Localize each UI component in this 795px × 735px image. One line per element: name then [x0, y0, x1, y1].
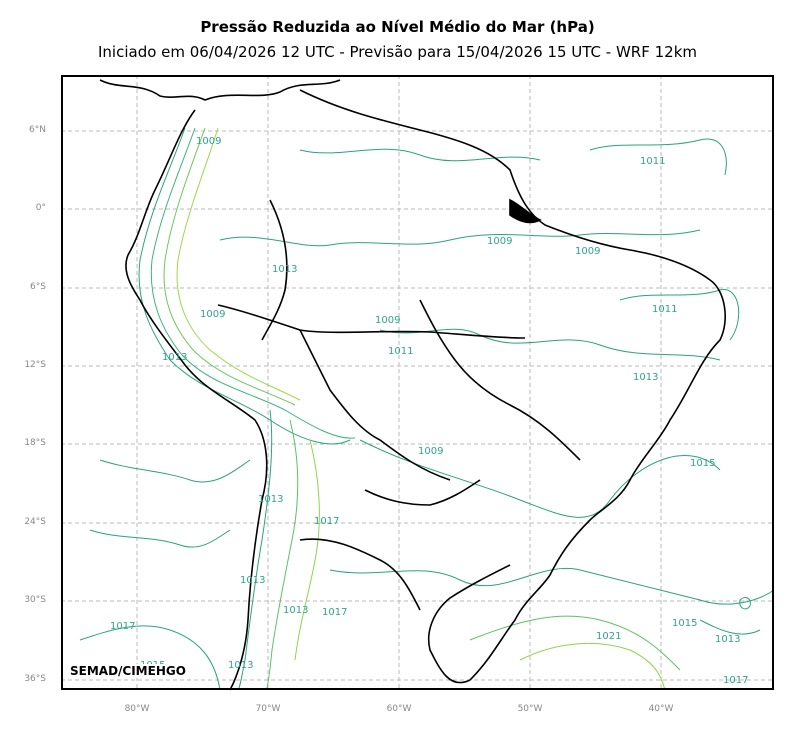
- contour-label: 1009: [196, 136, 222, 147]
- lon-label: 60°W: [386, 704, 412, 714]
- contour-label: 1011: [652, 304, 678, 315]
- lat-label: 0°: [35, 203, 46, 213]
- contour-label: 1009: [487, 236, 513, 247]
- contour-label: 1009: [418, 446, 444, 457]
- credit-label: SEMAD/CIMEHGO: [68, 664, 188, 678]
- contour-label: 1017: [723, 675, 749, 686]
- lat-label: 6°N: [29, 125, 46, 135]
- contour-label: 1017: [322, 607, 348, 618]
- coastlines: [99, 79, 726, 691]
- contour-label: 1013: [272, 264, 298, 275]
- lat-label: 24°S: [24, 517, 46, 527]
- lat-label: 36°S: [24, 674, 46, 684]
- lat-label: 12°S: [24, 360, 46, 370]
- contour-label: 1011: [388, 346, 414, 357]
- lat-label: 6°S: [30, 282, 46, 292]
- map-frame: [61, 75, 774, 690]
- contour-label: 1013: [162, 352, 188, 363]
- contour-label: 1021: [596, 631, 622, 642]
- contour-label: 1017: [314, 516, 340, 527]
- contour-label: 1013: [240, 575, 266, 586]
- contour-label: 1015: [672, 618, 698, 629]
- contour-label: 1009: [575, 246, 601, 257]
- lon-label: 70°W: [255, 704, 281, 714]
- lon-label: 40°W: [648, 704, 674, 714]
- map-title: Pressão Reduzida ao Nível Médio do Mar (…: [200, 18, 595, 36]
- contour-label: 1013: [715, 634, 741, 645]
- lon-label: 80°W: [124, 704, 150, 714]
- gridlines: [61, 75, 774, 690]
- contour-label: 1013: [258, 494, 284, 505]
- contour-label: 1013: [228, 660, 254, 671]
- contour-label: 1009: [375, 315, 401, 326]
- contour-label: 1013: [283, 605, 309, 616]
- lat-label: 18°S: [24, 438, 46, 448]
- contour-label: 1017: [110, 621, 136, 632]
- contour-label: 1009: [200, 309, 226, 320]
- lat-label: 30°S: [24, 595, 46, 605]
- contour-label: 1011: [640, 156, 666, 167]
- isobars: [79, 127, 775, 691]
- contour-label: 1013: [633, 372, 659, 383]
- map-subtitle: Iniciado em 06/04/2026 12 UTC - Previsão…: [97, 43, 698, 61]
- contour-label: 1015: [690, 458, 716, 469]
- lon-label: 50°W: [517, 704, 543, 714]
